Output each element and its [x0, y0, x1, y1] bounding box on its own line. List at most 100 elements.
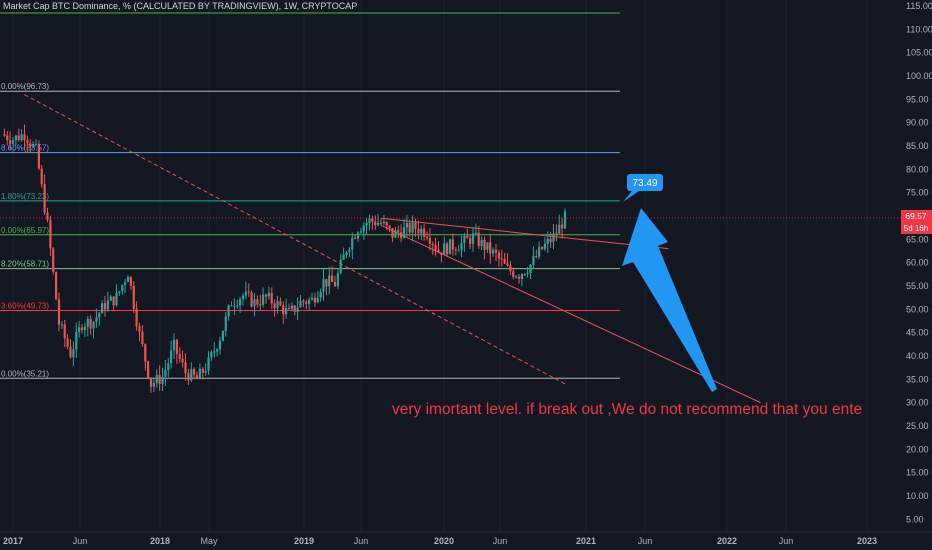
- candle-body: [299, 300, 302, 308]
- candle-body: [385, 222, 388, 226]
- time-tick-label: Jun: [354, 536, 369, 546]
- candle-body: [497, 252, 500, 259]
- trendline[interactable]: [380, 217, 669, 250]
- time-tick-label: 2017: [3, 536, 23, 546]
- time-tick-label: Jun: [779, 536, 794, 546]
- price-tick-label: 40.00: [906, 351, 929, 361]
- time-tick-label: 2020: [434, 536, 454, 546]
- price-tick-label: 65.00: [906, 234, 929, 244]
- candle-body: [489, 242, 492, 254]
- price-tick-label: 20.00: [906, 444, 929, 454]
- candle-body: [414, 222, 417, 229]
- candle-body: [227, 305, 230, 317]
- candle-body: [164, 369, 167, 377]
- candle-body: [417, 228, 420, 234]
- candle-body: [9, 140, 12, 144]
- candle-body: [80, 327, 84, 330]
- candle-body: [486, 242, 489, 250]
- blue-arrow-icon[interactable]: [622, 208, 717, 392]
- candle-body: [106, 300, 109, 310]
- candle-body: [236, 305, 239, 307]
- fib-level-label: 0.00%(65.97): [1, 226, 49, 235]
- candle-body: [190, 368, 193, 381]
- target-label[interactable]: 73.49: [623, 174, 663, 202]
- time-tick-label: Jun: [493, 536, 508, 546]
- time-axis-background: [0, 532, 932, 550]
- fib-level-label: 0.00%(96.73): [1, 82, 49, 91]
- candle-body: [313, 297, 316, 303]
- candle-body: [112, 296, 115, 306]
- candle-body: [428, 238, 431, 244]
- candle-body: [40, 168, 43, 185]
- candle-body: [431, 243, 434, 246]
- candle-body: [471, 233, 475, 244]
- time-axis[interactable]: 2017 Jun 2018 May 2019 Jun 2020 Jun 2021 Jun 2022 J…: [0, 531, 932, 550]
- candle-body: [115, 293, 118, 306]
- candle-body: [443, 243, 446, 255]
- annotation-text[interactable]: very imortant level. if break out ,We do…: [392, 401, 862, 418]
- price-tick-label: 85.00: [906, 141, 929, 151]
- price-axis[interactable]: 115.00 110.00 105.00 100.00 95.00 90.00 85.00 8…: [901, 0, 932, 532]
- candle-body: [333, 282, 337, 287]
- candle-body: [374, 221, 377, 226]
- candle-body: [287, 308, 291, 310]
- candle-body: [308, 299, 311, 304]
- candle-body: [402, 227, 406, 238]
- time-tick-label: May: [200, 536, 218, 546]
- grid-lines: [12, 0, 868, 532]
- arrow-annotation[interactable]: [622, 208, 717, 392]
- target-label-text: 73.49: [632, 178, 657, 189]
- candle-body: [17, 135, 20, 141]
- countdown-badge-box: [901, 222, 932, 234]
- candle-body: [221, 330, 224, 341]
- candle-body: [494, 249, 498, 253]
- candle-body: [515, 276, 518, 278]
- candle-body: [155, 374, 158, 384]
- candle-body: [98, 313, 101, 318]
- candle-body: [78, 327, 81, 332]
- candle-body: [305, 302, 308, 304]
- candle-body: [259, 304, 262, 306]
- candle-body: [448, 239, 452, 255]
- candle-body: [46, 212, 49, 220]
- candle-body: [423, 228, 426, 237]
- candle-body: [158, 374, 161, 384]
- candle-body: [239, 299, 242, 306]
- price-tick-label: 45.00: [906, 328, 929, 338]
- candle-body: [175, 339, 178, 354]
- price-tick-label: 35.00: [906, 374, 929, 384]
- candle-body: [474, 232, 477, 234]
- candle-body: [293, 305, 296, 312]
- candle-body: [356, 232, 360, 239]
- candle-body: [331, 275, 334, 282]
- candle-body: [563, 211, 567, 229]
- candle-body: [365, 222, 368, 226]
- candle-body: [149, 377, 153, 387]
- fib-retracement[interactable]: 0.00%(96.73) 8.60%(83.57) 1.80%(73.23) 0.00…: [0, 12, 620, 379]
- candle-body: [282, 305, 285, 315]
- candle-body: [195, 375, 199, 379]
- candle-body: [549, 238, 552, 242]
- candle-body: [63, 324, 66, 339]
- candle-body: [138, 326, 141, 332]
- candle-body: [262, 294, 265, 305]
- price-tick-label: 50.00: [906, 304, 929, 314]
- fib-level-label: 8.60%(83.57): [1, 144, 49, 153]
- candle-body: [492, 249, 495, 254]
- candle-body: [469, 238, 472, 244]
- candle-body: [540, 247, 544, 249]
- candle-body: [152, 383, 155, 387]
- candle-body: [3, 134, 6, 136]
- candle-body: [382, 222, 385, 224]
- time-tick-label: 2019: [294, 536, 314, 546]
- candle-body: [55, 272, 58, 300]
- price-tick-label: 10.00: [906, 491, 929, 501]
- candle-body: [213, 351, 216, 353]
- candle-body: [411, 222, 414, 233]
- candle-body: [34, 143, 38, 145]
- candle-body: [538, 247, 541, 257]
- candle-body: [264, 294, 268, 297]
- candle-body: [520, 274, 523, 279]
